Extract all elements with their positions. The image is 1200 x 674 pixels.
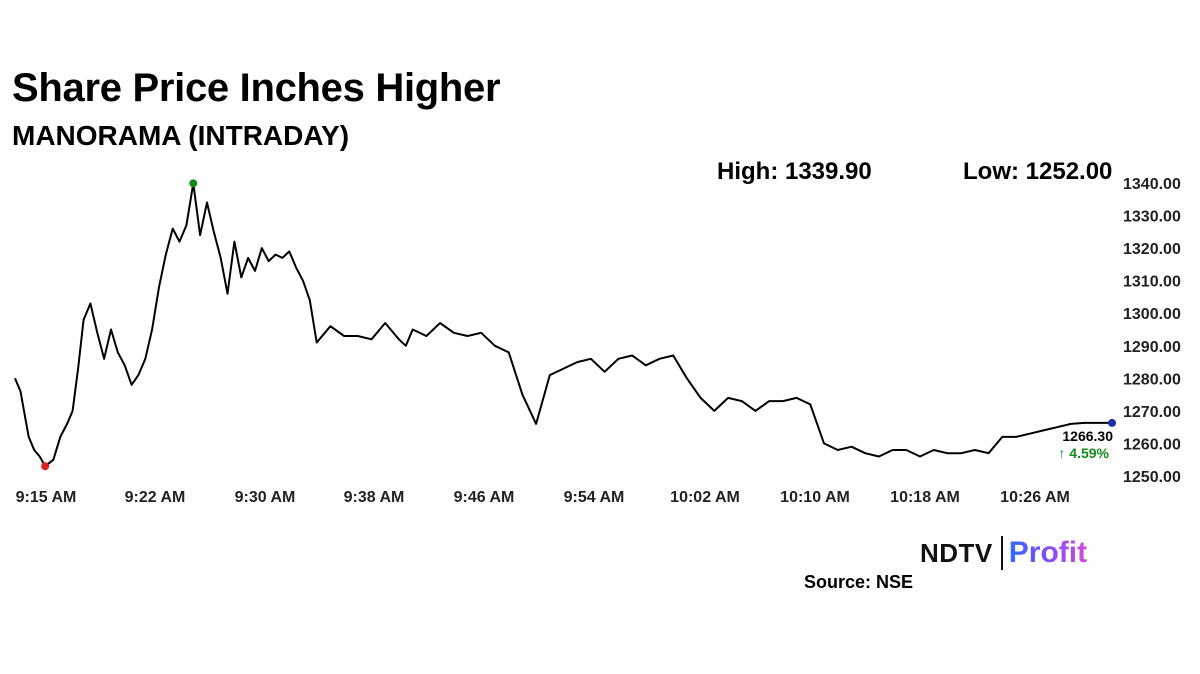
y-tick-label: 1290.00: [1123, 339, 1181, 356]
x-tick-label: 9:38 AM: [344, 489, 405, 506]
x-tick-label: 9:30 AM: [235, 489, 296, 506]
day-high-stat: High: 1339.90: [717, 158, 872, 185]
y-tick-label: 1330.00: [1123, 209, 1181, 226]
x-tick-label: 9:22 AM: [125, 489, 186, 506]
y-tick-label: 1250.00: [1123, 469, 1181, 486]
y-tick-label: 1280.00: [1123, 371, 1181, 388]
y-tick-label: 1320.00: [1123, 241, 1181, 258]
profit-wordmark: Profit: [1008, 536, 1088, 569]
x-tick-label: 10:10 AM: [780, 489, 850, 506]
x-tick-label: 10:26 AM: [1000, 489, 1070, 506]
x-axis: 9:15 AM 9:22 AM 9:30 AM 9:38 AM 9:46 AM 9:54 …: [16, 489, 1070, 506]
price-line: [14, 182, 1112, 468]
y-tick-label: 1300.00: [1123, 306, 1181, 323]
chart-title: Share Price Inches Higher: [12, 66, 501, 110]
chart-subtitle: MANORAMA (INTRADAY): [12, 120, 350, 151]
high-marker: [189, 179, 198, 188]
ndtv-profit-logo: NDTV Profit: [920, 536, 1087, 570]
low-marker: [41, 462, 50, 471]
change-percent-label: ↑ 4.59%: [1058, 445, 1109, 461]
x-tick-label: 9:46 AM: [454, 489, 515, 506]
x-tick-label: 9:54 AM: [564, 489, 625, 506]
marker-layer: [41, 179, 1116, 471]
ndtv-wordmark: NDTV: [920, 537, 993, 568]
x-tick-label: 9:15 AM: [16, 489, 77, 506]
logo-divider: [1000, 536, 1003, 570]
series-layer: [14, 182, 1112, 468]
x-tick-label: 10:02 AM: [670, 489, 740, 506]
last-price-label: 1266.30: [1062, 428, 1113, 444]
y-tick-label: 1340.00: [1123, 176, 1181, 193]
y-tick-label: 1260.00: [1123, 436, 1181, 453]
y-tick-label: 1270.00: [1123, 404, 1181, 421]
y-axis: 1250.00 1260.00 1270.00 1280.00 1290.00 1300.…: [1123, 176, 1181, 486]
y-tick-label: 1310.00: [1123, 274, 1181, 291]
day-low-stat: Low: 1252.00: [963, 158, 1113, 185]
x-tick-label: 10:18 AM: [890, 489, 960, 506]
last-price-marker: [1108, 418, 1116, 427]
source-note: Source: NSE: [804, 572, 914, 592]
